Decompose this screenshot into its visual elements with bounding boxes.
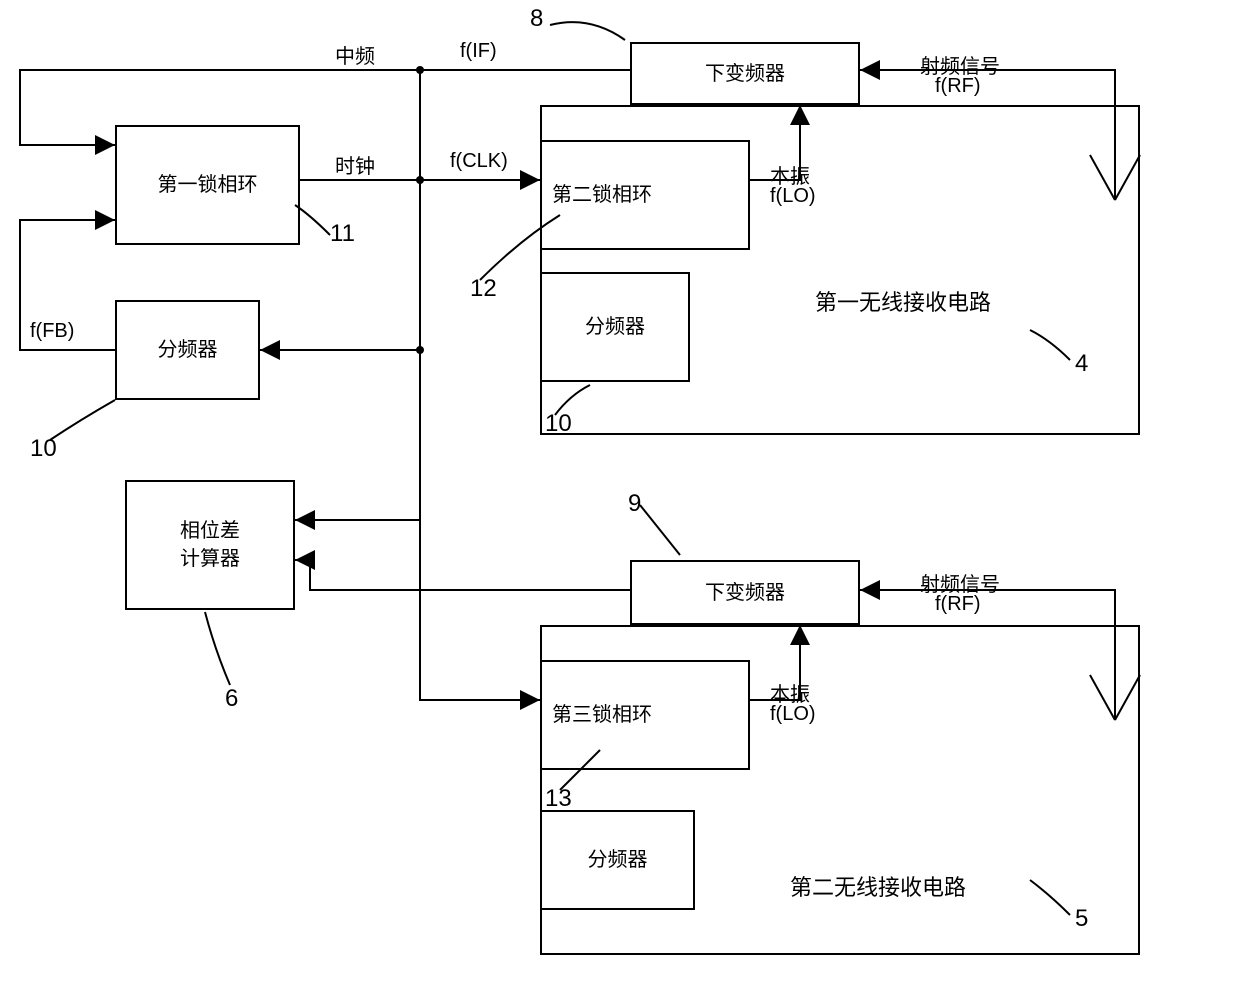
ref-12: 12 [470, 275, 497, 303]
lbl-clk-name: 时钟 [335, 150, 375, 179]
box-phase-calc: 相位差 计算器 [125, 480, 295, 610]
rx1-label: 第一无线接收电路 [815, 285, 991, 317]
lbl-lo2-sym: f(LO) [770, 703, 816, 726]
ref-10a: 10 [545, 410, 572, 438]
lbl-rf2-sym: f(RF) [935, 593, 981, 616]
ref-9: 9 [628, 490, 641, 518]
ref-5: 5 [1075, 905, 1088, 933]
phase-label: 相位差 计算器 [180, 517, 240, 573]
box-div2: 分频器 [540, 810, 695, 910]
lbl-if-sym: f(IF) [460, 40, 497, 63]
box-divider-left: 分频器 [115, 300, 260, 400]
ref-6: 6 [225, 685, 238, 713]
ref-10b: 10 [30, 435, 57, 463]
lbl-rf1-sym: f(RF) [935, 75, 981, 98]
divL-label: 分频器 [158, 336, 218, 364]
div1-label: 分频器 [585, 313, 645, 341]
box-downconv2: 下变频器 [630, 560, 860, 625]
dc1-label: 下变频器 [705, 60, 785, 88]
box-pll1: 第一锁相环 [115, 125, 300, 245]
pll3-label: 第三锁相环 [552, 701, 652, 729]
ref-4: 4 [1075, 350, 1088, 378]
diagram-canvas: 第一锁相环 分频器 相位差 计算器 第一无线接收电路 下变频器 第二锁相环 分频… [0, 0, 1240, 982]
rx2-label: 第二无线接收电路 [790, 870, 966, 902]
ref-13: 13 [545, 785, 572, 813]
lbl-lo1-sym: f(LO) [770, 185, 816, 208]
div2-label: 分频器 [588, 846, 648, 874]
pll1-label: 第一锁相环 [158, 171, 258, 199]
box-pll2: 第二锁相环 [540, 140, 750, 250]
dc2-label: 下变频器 [705, 579, 785, 607]
lbl-if-name: 中频 [335, 40, 375, 69]
ref-8: 8 [530, 5, 543, 33]
pll2-label: 第二锁相环 [552, 181, 652, 209]
box-pll3: 第三锁相环 [540, 660, 750, 770]
ref-11: 11 [330, 220, 355, 248]
box-downconv1: 下变频器 [630, 42, 860, 105]
lbl-fb-sym: f(FB) [30, 320, 74, 343]
box-div1: 分频器 [540, 272, 690, 382]
lbl-clk-sym: f(CLK) [450, 150, 508, 173]
